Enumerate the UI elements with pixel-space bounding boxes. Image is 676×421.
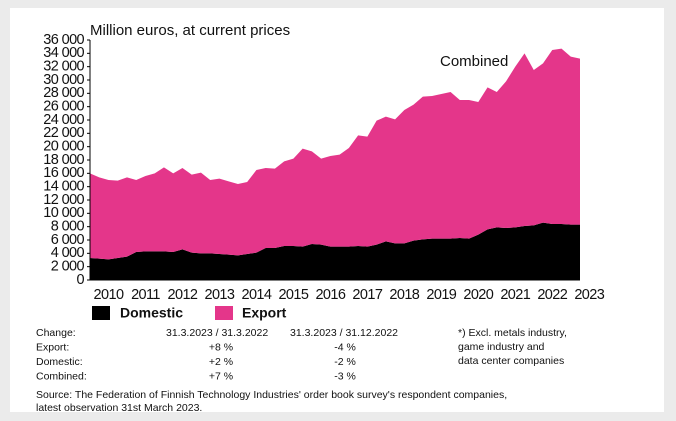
- annotation: Combined: [440, 53, 508, 70]
- legend-swatch: [215, 306, 233, 320]
- y-tick-label: 18 000: [43, 152, 84, 168]
- subtitle: Million euros, at current prices: [90, 22, 290, 39]
- y-tick-label: 22 000: [43, 125, 84, 141]
- y-tick-label: 30 000: [43, 72, 84, 88]
- table-cell: +7 %: [209, 370, 233, 382]
- footnote: *) Excl. metals industry,: [458, 327, 567, 339]
- table-cell: +2 %: [209, 356, 233, 368]
- table-cell: 31.3.2023 / 31.12.2022: [290, 327, 398, 339]
- table-cell: Change:: [36, 327, 76, 339]
- table-cell: Export:: [36, 341, 69, 353]
- table-cell: -2 %: [334, 356, 356, 368]
- x-tick-label: 2015: [278, 287, 308, 303]
- y-tick-label: 4 000: [51, 245, 85, 261]
- footnote: game industry and: [458, 341, 545, 353]
- y-tick-label: 10 000: [43, 205, 84, 221]
- y-tick-label: 24 000: [43, 112, 84, 128]
- x-tick-label: 2010: [94, 287, 124, 303]
- x-tick-label: 2016: [315, 287, 345, 303]
- source: Source: The Federation of Finnish Techno…: [36, 389, 507, 401]
- x-tick-label: 2022: [537, 287, 567, 303]
- x-tick-label: 2018: [389, 287, 419, 303]
- x-tick-label: 2017: [352, 287, 382, 303]
- x-tick-label: 2013: [205, 287, 235, 303]
- y-tick-label: 20 000: [43, 138, 84, 154]
- area: [90, 222, 580, 280]
- y-tick-label: 28 000: [43, 85, 84, 101]
- table-cell: Domestic:: [36, 356, 83, 368]
- y-tick-label: 6 000: [51, 232, 85, 248]
- y-tick-label: 34 000: [43, 45, 84, 61]
- x-tick-label: 2023: [574, 287, 604, 303]
- source: latest observation 31st March 2023.: [36, 402, 202, 414]
- legend-label: Export: [242, 305, 287, 321]
- table-cell: 31.3.2023 / 31.3.2022: [166, 327, 268, 339]
- area: [90, 48, 580, 260]
- x-tick-label: 2021: [500, 287, 530, 303]
- y-tick-label: 0: [77, 272, 85, 288]
- y-tick-label: 2 000: [51, 258, 85, 274]
- y-tick-label: 16 000: [43, 165, 84, 181]
- x-tick-label: 2020: [463, 287, 493, 303]
- footnote: data center companies: [458, 355, 564, 367]
- y-tick-label: 26 000: [43, 98, 84, 114]
- y-tick-label: 32 000: [43, 58, 84, 74]
- table-cell: +8 %: [209, 341, 233, 353]
- x-tick-label: 2019: [426, 287, 456, 303]
- y-tick-label: 8 000: [51, 218, 85, 234]
- x-tick-label: 2012: [168, 287, 198, 303]
- legend-swatch: [92, 306, 110, 320]
- legend-label: Domestic: [120, 305, 183, 321]
- x-tick-label: 2011: [131, 287, 160, 303]
- y-tick-label: 12 000: [43, 192, 84, 208]
- table-cell: Combined:: [36, 370, 87, 382]
- x-tick-label: 2014: [241, 287, 271, 303]
- table-cell: -4 %: [334, 341, 356, 353]
- y-tick-label: 14 000: [43, 178, 84, 194]
- table-cell: -3 %: [334, 370, 356, 382]
- y-tick-label: 36 000: [43, 32, 84, 48]
